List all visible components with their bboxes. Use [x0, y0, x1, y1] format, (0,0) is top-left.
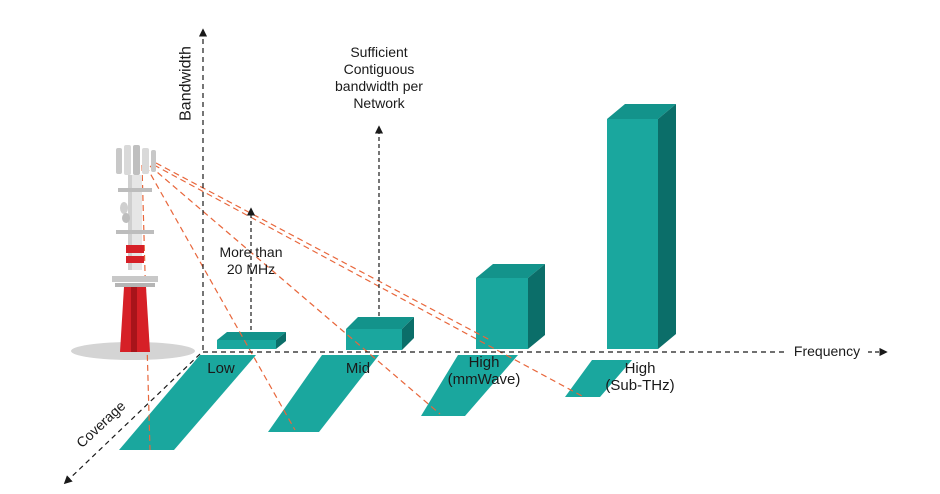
band-label-subthz-line-2: (Sub-THz): [605, 377, 675, 394]
more-than-line-2: 20 MHz: [226, 261, 276, 277]
sufficient-line-1: Sufficient: [350, 44, 408, 60]
bandwidth-axis-label: Bandwidth: [177, 46, 195, 121]
sufficient-bandwidth-label: Sufficient Contiguous bandwidth per Netw…: [318, 44, 440, 112]
band-label-mid-line-1: Mid: [345, 360, 371, 377]
sufficient-line-3: bandwidth per: [335, 78, 423, 94]
bar-mmwave: [476, 264, 545, 349]
sufficient-line-2: Contiguous: [343, 61, 415, 77]
coverage-axis: [63, 353, 201, 485]
band-label-mmwave: High (mmWave): [434, 354, 534, 388]
more-than-line-1: More than: [219, 244, 283, 260]
band-label-mmwave-line-1: High: [468, 354, 500, 371]
sufficient-line-4: Network: [353, 95, 405, 111]
band-label-low: Low: [196, 360, 246, 377]
more-than-label: More than 20 MHz: [206, 244, 296, 278]
bar-subthz: [607, 104, 676, 349]
coverage-footprint-subthz: [565, 360, 632, 397]
coverage-footprint-low: [119, 355, 256, 450]
band-label-subthz-line-1: High: [624, 360, 656, 377]
frequency-axis-label: Frequency: [793, 343, 861, 359]
band-label-mmwave-line-2: (mmWave): [447, 371, 521, 388]
band-label-mid: Mid: [333, 360, 383, 377]
coverage-footprint-mmwave: [421, 355, 518, 416]
bar-mid: [346, 317, 414, 350]
coverage-footprint-mid: [268, 355, 379, 432]
cell-tower-icon: [112, 145, 158, 352]
band-label-subthz: High (Sub-THz): [590, 360, 690, 394]
bar-low: [217, 332, 286, 349]
band-label-low-line-1: Low: [207, 360, 235, 377]
